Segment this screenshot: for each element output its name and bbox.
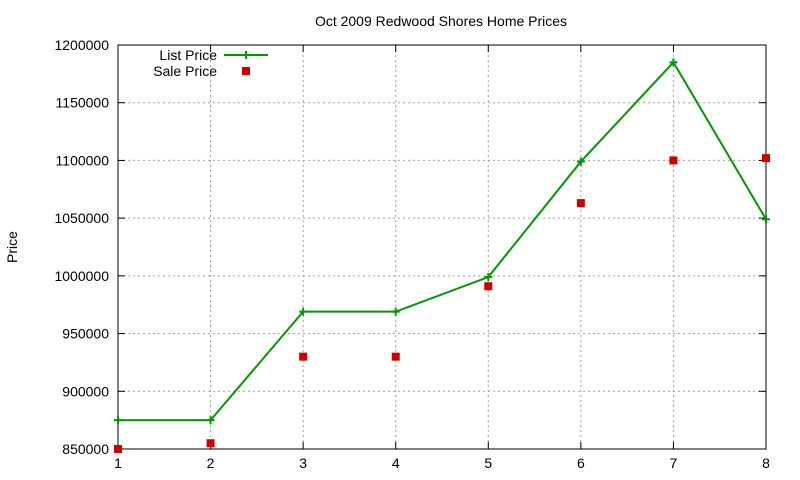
- y-tick-label: 850000: [62, 441, 109, 457]
- data-point: [484, 282, 493, 291]
- data-point: [391, 307, 400, 316]
- x-tick-label: 2: [207, 455, 215, 471]
- series-layer: [114, 58, 770, 453]
- legend-label: List Price: [159, 47, 217, 63]
- x-tick-label: 6: [577, 455, 585, 471]
- x-tick-label: 4: [392, 455, 400, 471]
- data-point: [484, 273, 493, 282]
- x-tick-label: 3: [299, 455, 307, 471]
- data-point: [206, 416, 215, 425]
- axis-ticks: 1 2 3 4 5 6 7 8 850000 900000 950000 1000000 1050000…: [54, 37, 770, 471]
- data-point: [762, 215, 770, 224]
- y-tick-label: 1050000: [54, 210, 109, 226]
- x-tick-label: 7: [670, 455, 678, 471]
- data-point: [206, 439, 215, 448]
- y-tick-label: 900000: [62, 383, 109, 399]
- data-point: [299, 352, 308, 361]
- data-point: [576, 157, 585, 166]
- series-sale-price: [114, 154, 770, 453]
- x-tick-label: 1: [114, 455, 122, 471]
- series-list-price: [114, 58, 770, 425]
- y-tick-label: 1100000: [56, 152, 110, 168]
- plot-border: [117, 44, 767, 450]
- data-point: [114, 416, 122, 425]
- legend-label: Sale Price: [153, 63, 217, 79]
- y-tick-label: 1200000: [54, 37, 109, 53]
- data-point: [762, 154, 770, 163]
- data-point: [114, 445, 122, 453]
- y-tick-label: 950000: [62, 326, 109, 342]
- data-point: [669, 156, 678, 165]
- data-point: [299, 307, 308, 316]
- data-point: [576, 199, 585, 208]
- legend-marker: [242, 51, 250, 59]
- series-line: [118, 60, 767, 422]
- x-tick-label: 5: [484, 455, 492, 471]
- data-point: [669, 58, 678, 67]
- chart-title: Oct 2009 Redwood Shores Home Prices: [315, 13, 567, 29]
- grid: [118, 45, 766, 449]
- legend-marker: [242, 67, 250, 75]
- data-point: [391, 352, 400, 361]
- y-tick-label: 1000000: [54, 268, 109, 284]
- x-tick-label: 8: [762, 455, 770, 471]
- y-axis-label: Price: [4, 231, 20, 263]
- y-tick-label: 1150000: [56, 95, 110, 111]
